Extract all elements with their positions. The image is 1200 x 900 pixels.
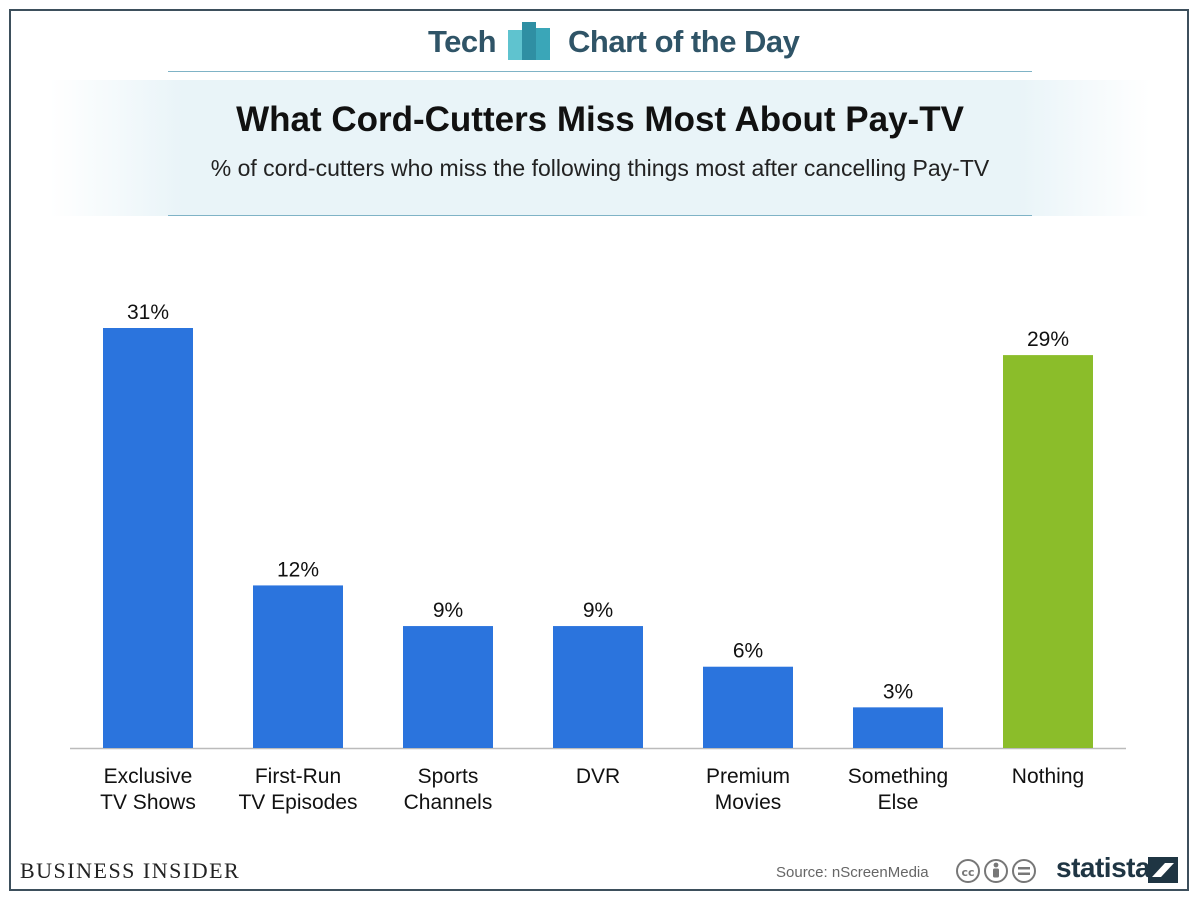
data-label-4: 6%	[733, 640, 763, 663]
data-label-6: 29%	[1027, 328, 1069, 351]
brand-tech: Tech	[428, 24, 497, 59]
category-label-2: Sports Channels	[404, 765, 493, 814]
chart-title: What Cord-Cutters Miss Most About Pay-TV	[236, 100, 964, 139]
category-label-0: Exclusive TV Shows	[100, 765, 196, 814]
statista-logo: statista	[1056, 852, 1151, 883]
data-label-0: 31%	[127, 301, 169, 324]
category-label-3: DVR	[576, 765, 620, 788]
publisher-logo: BUSINESS INSIDER	[20, 858, 241, 883]
bar-2	[403, 626, 493, 748]
data-label-1: 12%	[277, 558, 319, 581]
category-label-1: First-Run TV Episodes	[238, 765, 357, 814]
data-label-3: 9%	[583, 599, 613, 622]
creative-commons-icon: cc	[956, 859, 980, 883]
chart-subtitle: % of cord-cutters who miss the following…	[210, 155, 990, 181]
data-label-5: 3%	[883, 680, 913, 703]
no-derivatives-icon	[1012, 859, 1036, 883]
bottom-divider	[168, 215, 1032, 216]
category-label-6: Nothing	[1012, 765, 1084, 788]
svg-text:cc: cc	[961, 866, 974, 879]
bar-chart-logo-icon	[508, 22, 550, 60]
title-panel	[50, 80, 1150, 216]
brand-chart-of-the-day: Chart of the Day	[568, 24, 800, 59]
attribution-icon	[984, 859, 1008, 883]
top-divider	[168, 71, 1032, 72]
bar-6	[1003, 355, 1093, 748]
license-icons: cc	[956, 859, 1036, 883]
statista-mark-icon	[1148, 857, 1178, 883]
header: Tech Chart of the Day	[0, 16, 1200, 68]
data-label-2: 9%	[433, 599, 463, 622]
category-label-5: Something Else	[848, 765, 948, 814]
bar-1	[253, 585, 343, 748]
bar-5	[853, 707, 943, 748]
bar-4	[703, 666, 793, 748]
category-label-4: Premium Movies	[706, 765, 790, 814]
source-note: Source: nScreenMedia	[776, 864, 929, 881]
bar-0	[103, 328, 193, 748]
bar-3	[553, 626, 643, 748]
